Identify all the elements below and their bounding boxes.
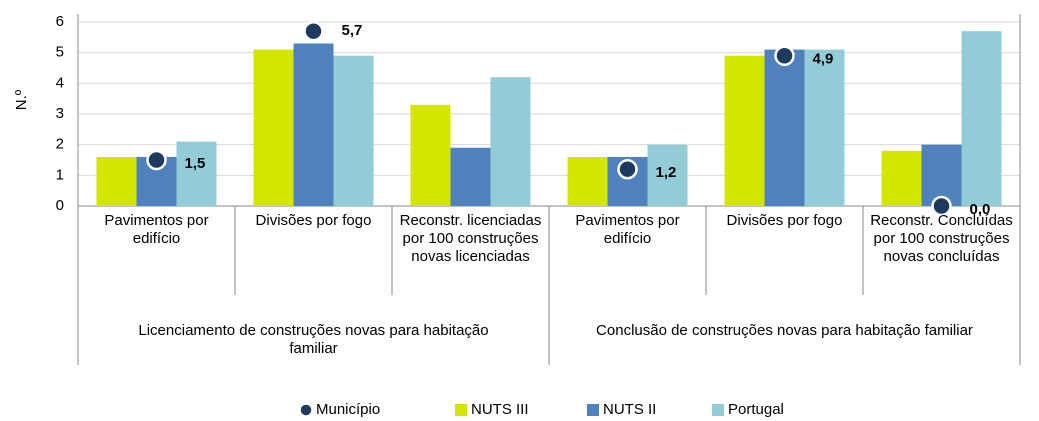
bar [804,49,845,206]
bar [490,77,531,206]
bar [567,156,608,206]
data-label: 1,5 [185,155,206,172]
bar [764,49,805,206]
bar [333,55,374,206]
y-tick-label: 4 [56,74,64,91]
data-label: 5,7 [342,22,363,39]
y-tick-label: 1 [56,166,64,183]
group-label: Conclusão de construções novas para habi… [596,322,973,339]
bar [881,150,922,206]
legend-swatch [455,404,467,416]
legend-swatch [712,404,724,416]
bar [253,49,294,206]
bar [961,31,1002,207]
data-label: 1,2 [656,164,677,181]
marker [303,20,324,42]
x-tick-label: Reconstr. licenciadas por 100 construçõe… [399,212,542,265]
x-tick-label: Pavimentos por edifício [104,212,209,247]
bar [293,43,334,206]
data-label: 4,9 [813,51,834,68]
bar [176,141,217,206]
x-tick-label: Pavimentos por edifício [575,212,680,247]
bar [647,144,688,206]
y-tick-label: 6 [56,13,64,30]
bar [724,55,765,206]
y-axis-label: N.º [13,89,30,110]
bar [410,104,451,206]
marker [146,149,167,171]
y-tick-label: 2 [56,136,64,153]
y-tick-label: 0 [56,197,64,214]
legend-swatch [587,404,599,416]
bar [450,147,491,206]
y-tick-label: 3 [56,105,64,122]
x-tick-label: Divisões por fogo [255,212,372,229]
legend-label: NUTS II [603,401,656,418]
legend-label: NUTS III [471,401,529,418]
group-label: Licenciamento de construções novas para … [138,322,489,357]
marker [774,45,795,66]
legend-label: Portugal [728,401,784,418]
bar [96,156,137,206]
legend-marker [299,403,313,417]
x-tick-label: Reconstr. Concluídas por 100 construções… [870,212,1013,265]
data-label: 0,0 [970,201,991,218]
marker [931,195,952,217]
y-tick-label: 5 [56,44,64,61]
marker [617,158,638,180]
x-tick-label: Divisões por fogo [726,212,843,229]
legend-label: Município [316,401,380,418]
